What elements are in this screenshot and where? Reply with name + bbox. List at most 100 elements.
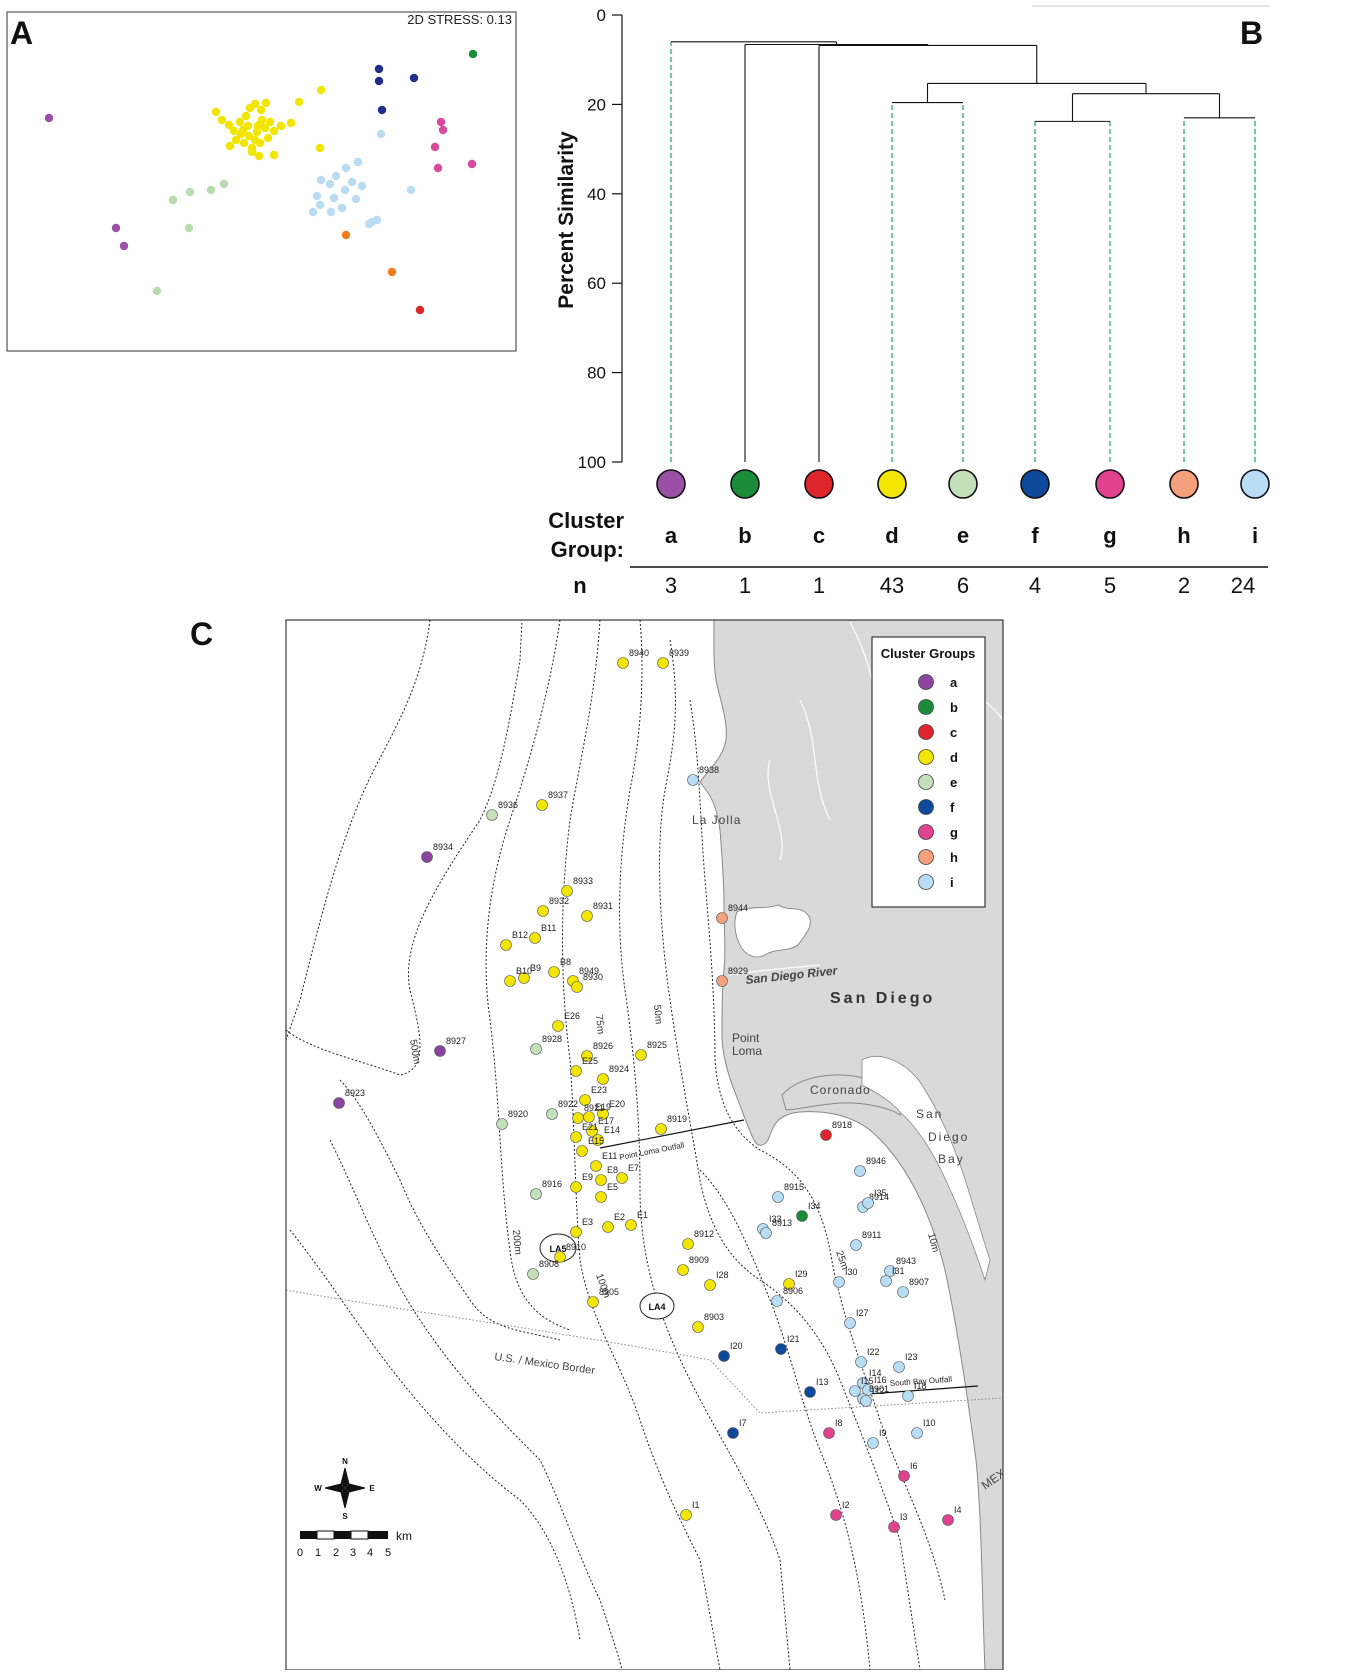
station-label-E17: E17 — [598, 1116, 614, 1126]
cluster-n-g: 5 — [1104, 573, 1116, 598]
leaf-circle-e — [948, 469, 978, 499]
scatter-point-d-4 — [235, 117, 245, 127]
legend-swatch-a — [918, 674, 934, 690]
station-B10 — [504, 975, 516, 987]
scatter-point-e-1 — [184, 223, 194, 233]
station-8931 — [581, 910, 593, 922]
station-label-I3: I3 — [900, 1512, 908, 1522]
legend-swatch-c — [918, 724, 934, 740]
station-label-8949: 8949 — [579, 966, 599, 976]
leaf-circle-c — [804, 469, 834, 499]
station-8906 — [771, 1295, 783, 1307]
cluster-letter-e: e — [957, 523, 969, 548]
station-8915 — [772, 1191, 784, 1203]
leaf-circle-i — [1240, 469, 1270, 499]
station-label-I18: I18 — [914, 1381, 927, 1391]
station-label-8930: 8930 — [583, 972, 603, 982]
scatter-point-d-9 — [261, 98, 271, 108]
station-E25 — [570, 1065, 582, 1077]
scatter-point-i-15 — [308, 207, 318, 217]
scatter-point-e-3 — [185, 187, 195, 197]
scatter-point-i-1 — [353, 157, 363, 167]
station-I8 — [823, 1427, 835, 1439]
station-label-8919: 8919 — [667, 1114, 687, 1124]
legend-label-a: a — [950, 675, 958, 690]
station-label-I14: I14 — [869, 1368, 882, 1378]
scatter-point-d-12 — [260, 123, 270, 133]
station-8946 — [854, 1165, 866, 1177]
station-label-8924: 8924 — [609, 1064, 629, 1074]
station-8933 — [561, 885, 573, 897]
bathymetry-contours — [286, 620, 946, 1670]
station-8938 — [687, 774, 699, 786]
station-8927 — [434, 1045, 446, 1057]
scatter-point-d-21 — [231, 135, 241, 145]
compass-n: N — [342, 1457, 348, 1466]
station-label-8928: 8928 — [542, 1034, 562, 1044]
station-label-B10: B10 — [516, 966, 532, 976]
scale-tick-2: 2 — [333, 1547, 339, 1559]
panel-a-frame — [6, 11, 517, 352]
station-label-8933: 8933 — [573, 876, 593, 886]
cluster-n-values: 3 1 1 43 6 4 5 2 24 — [665, 573, 1255, 598]
station-label-E20: E20 — [609, 1099, 625, 1109]
scatter-point-g-1 — [438, 125, 448, 135]
station-label-E7: E7 — [628, 1163, 639, 1173]
station-label-B8: B8 — [560, 957, 571, 967]
cluster-letter-h: h — [1177, 523, 1190, 548]
scale-tick-4: 4 — [367, 1547, 373, 1559]
legend-label-b: b — [950, 700, 958, 715]
scatter-point-i-10 — [357, 181, 367, 191]
cluster-letter-g: g — [1103, 523, 1116, 548]
station-label-8932: 8932 — [549, 896, 569, 906]
cluster-letter-d: d — [885, 523, 898, 548]
station-E1 — [625, 1219, 637, 1231]
y-axis-ticks: 0 20 40 60 80 100 — [578, 6, 622, 472]
cluster-label-line1: Cluster — [548, 508, 624, 533]
station-label-8946: 8946 — [866, 1156, 886, 1166]
station-8934 — [421, 851, 433, 863]
station-label-I16: I16 — [874, 1375, 887, 1385]
station-label-8921: 8921 — [584, 1103, 604, 1113]
station-I1 — [680, 1509, 692, 1521]
station-I23 — [893, 1361, 905, 1373]
legend-swatch-h — [918, 849, 934, 865]
station-label-E8: E8 — [607, 1165, 618, 1175]
place-coronado: Coronado — [810, 1083, 871, 1097]
station-8929 — [716, 975, 728, 987]
cluster-letter-b: b — [738, 523, 751, 548]
station-8936 — [486, 809, 498, 821]
station-I34 — [796, 1210, 808, 1222]
panel-b-dendrogram: B 0 20 40 60 80 100 Percent Similarity Cluste… — [548, 5, 1270, 598]
scatter-point-i-9 — [347, 177, 357, 187]
station-label-I13: I13 — [816, 1377, 829, 1387]
station-8918 — [820, 1129, 832, 1141]
station-I35 — [862, 1197, 874, 1209]
legend-label-i: i — [950, 875, 954, 890]
station-label-I31: I31 — [892, 1266, 905, 1276]
scatter-point-i-4 — [316, 175, 326, 185]
scatter-point-d-25 — [257, 115, 267, 125]
station-I16 — [862, 1384, 874, 1396]
cluster-letter-a: a — [665, 523, 678, 548]
station-label-8915: 8915 — [784, 1182, 804, 1192]
la4-label: LA4 — [648, 1302, 665, 1312]
scatter-point-d-14 — [244, 131, 254, 141]
station-label-8901: 8901 — [869, 1384, 889, 1394]
y-tick-label-40: 40 — [587, 185, 606, 204]
station-label-I33: I33 — [769, 1214, 782, 1224]
station-label-8936: 8936 — [498, 800, 518, 810]
scatter-point-d-24 — [269, 150, 279, 160]
station-label-I10: I10 — [923, 1418, 936, 1428]
station-I7 — [727, 1427, 739, 1439]
station-label-8922: 8922 — [558, 1099, 578, 1109]
scatter-point-d-19 — [269, 126, 279, 136]
legend-swatch-e — [918, 774, 934, 790]
station-label-I8: I8 — [835, 1418, 843, 1428]
station-8908 — [527, 1268, 539, 1280]
station-label-8923: 8923 — [345, 1088, 365, 1098]
station-E8 — [595, 1174, 607, 1186]
station-E21 — [570, 1131, 582, 1143]
station-B9 — [518, 972, 530, 984]
